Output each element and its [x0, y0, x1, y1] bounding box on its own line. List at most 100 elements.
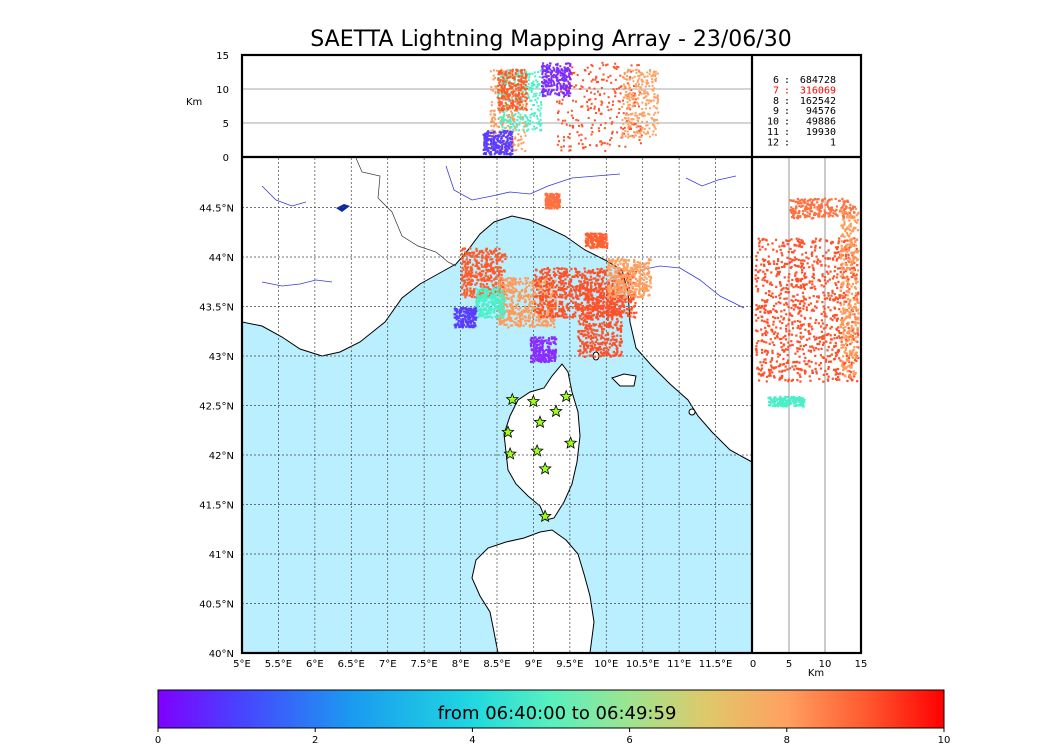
altitude-point	[656, 95, 659, 98]
altitude-point	[518, 101, 521, 104]
altitude-point	[526, 85, 529, 88]
map-lightning-point	[616, 349, 619, 353]
altitude-point	[525, 107, 528, 110]
map-lightning-point	[644, 262, 648, 265]
map-lightning-point	[548, 357, 551, 360]
map-lightning-point	[589, 293, 593, 297]
map-lightning-point	[585, 351, 588, 354]
altitude-point	[492, 144, 495, 147]
map-lightning-point	[585, 288, 588, 291]
altitude-point	[555, 70, 558, 73]
map-lightning-point	[616, 346, 619, 350]
altitude-point	[559, 71, 562, 74]
map-lightning-point	[622, 268, 625, 271]
map-lightning-point	[486, 309, 489, 313]
map-lightning-point	[490, 266, 493, 269]
altitude-point	[514, 113, 517, 116]
map-lightning-point	[531, 354, 535, 357]
altitude-point	[633, 123, 636, 126]
altitude-point	[564, 87, 567, 90]
map-lightning-point	[554, 302, 557, 305]
map-lightning-point	[558, 286, 561, 289]
altitude-point	[552, 76, 555, 79]
altitude-point	[523, 68, 526, 71]
map-lightning-point	[534, 347, 537, 350]
altitude-point	[516, 83, 519, 86]
map-lightning-point	[622, 281, 625, 284]
map-lightning-point	[625, 259, 628, 262]
altitude-point	[609, 139, 612, 142]
map-lightning-point	[611, 316, 614, 320]
altitude-point	[637, 69, 640, 72]
map-lightning-point	[536, 346, 539, 349]
map-lightning-point	[534, 351, 537, 354]
map-lightning-point	[546, 316, 549, 319]
map-lightning-point	[550, 192, 553, 196]
map-lightning-point	[514, 323, 517, 327]
altitude-point	[500, 69, 503, 72]
altitude-point	[555, 68, 558, 71]
altitude-point	[621, 136, 624, 139]
map-lightning-point	[559, 281, 562, 285]
altitude-point	[633, 131, 636, 134]
map-lightning-point	[552, 295, 555, 298]
map-lightning-point	[557, 202, 561, 205]
altitude-point	[631, 77, 634, 80]
map-lightning-point	[629, 276, 632, 279]
map-lightning-point	[484, 299, 487, 302]
map-lightning-point	[567, 302, 570, 306]
map-lightning-point	[537, 280, 540, 283]
map-lightning-point	[545, 324, 548, 327]
altitude-point	[511, 152, 514, 155]
map-lightning-point	[630, 274, 634, 277]
altitude-point	[507, 144, 510, 147]
altitude-point	[512, 100, 515, 103]
altitude-point	[642, 92, 645, 95]
altitude-point	[497, 72, 500, 75]
altitude-point	[643, 90, 646, 93]
altitude-point	[490, 104, 493, 107]
altitude-point	[494, 143, 497, 146]
map-lightning-point	[544, 294, 547, 297]
map-lightning-point	[584, 244, 588, 248]
altitude-point	[627, 68, 630, 71]
map-lightning-point	[481, 254, 484, 257]
map-lightning-point	[463, 260, 467, 263]
map-lightning-point	[612, 331, 615, 334]
map-lightning-point	[594, 246, 597, 249]
altitude-point	[511, 93, 514, 96]
altitude-point	[510, 138, 513, 141]
altitude-point	[489, 153, 492, 156]
map-lightning-point	[614, 294, 617, 297]
altitude-point	[524, 99, 527, 102]
map-lightning-point	[503, 319, 506, 322]
map-lightning-point	[595, 329, 599, 332]
altitude-point	[582, 146, 585, 149]
map-lightning-point	[519, 311, 522, 314]
altitude-point	[558, 79, 561, 82]
altitude-point	[542, 65, 545, 68]
map-lightning-point	[588, 354, 591, 357]
altitude-point	[567, 62, 570, 65]
altitude-point	[646, 75, 649, 78]
altitude-point	[644, 85, 647, 88]
altitude-point	[559, 90, 562, 93]
map-lightning-point	[568, 307, 571, 310]
map-lightning-point	[624, 273, 627, 276]
altitude-point	[621, 119, 624, 122]
map-lightning-point	[587, 294, 590, 297]
map-lightning-point	[584, 307, 587, 310]
altitude-point	[498, 81, 501, 84]
station-count-label: 10	[767, 117, 779, 128]
altitude-point	[494, 136, 497, 139]
altitude-point	[553, 73, 556, 76]
map-lightning-point	[611, 335, 614, 338]
map-lightning-point	[582, 316, 585, 319]
map-lightning-point	[582, 351, 585, 354]
altitude-point	[526, 96, 529, 99]
map-lightning-point	[545, 287, 548, 290]
altitude-point	[544, 84, 547, 87]
altitude-point	[605, 79, 608, 82]
map-lightning-point	[606, 283, 610, 286]
map-lightning-point	[499, 266, 502, 269]
